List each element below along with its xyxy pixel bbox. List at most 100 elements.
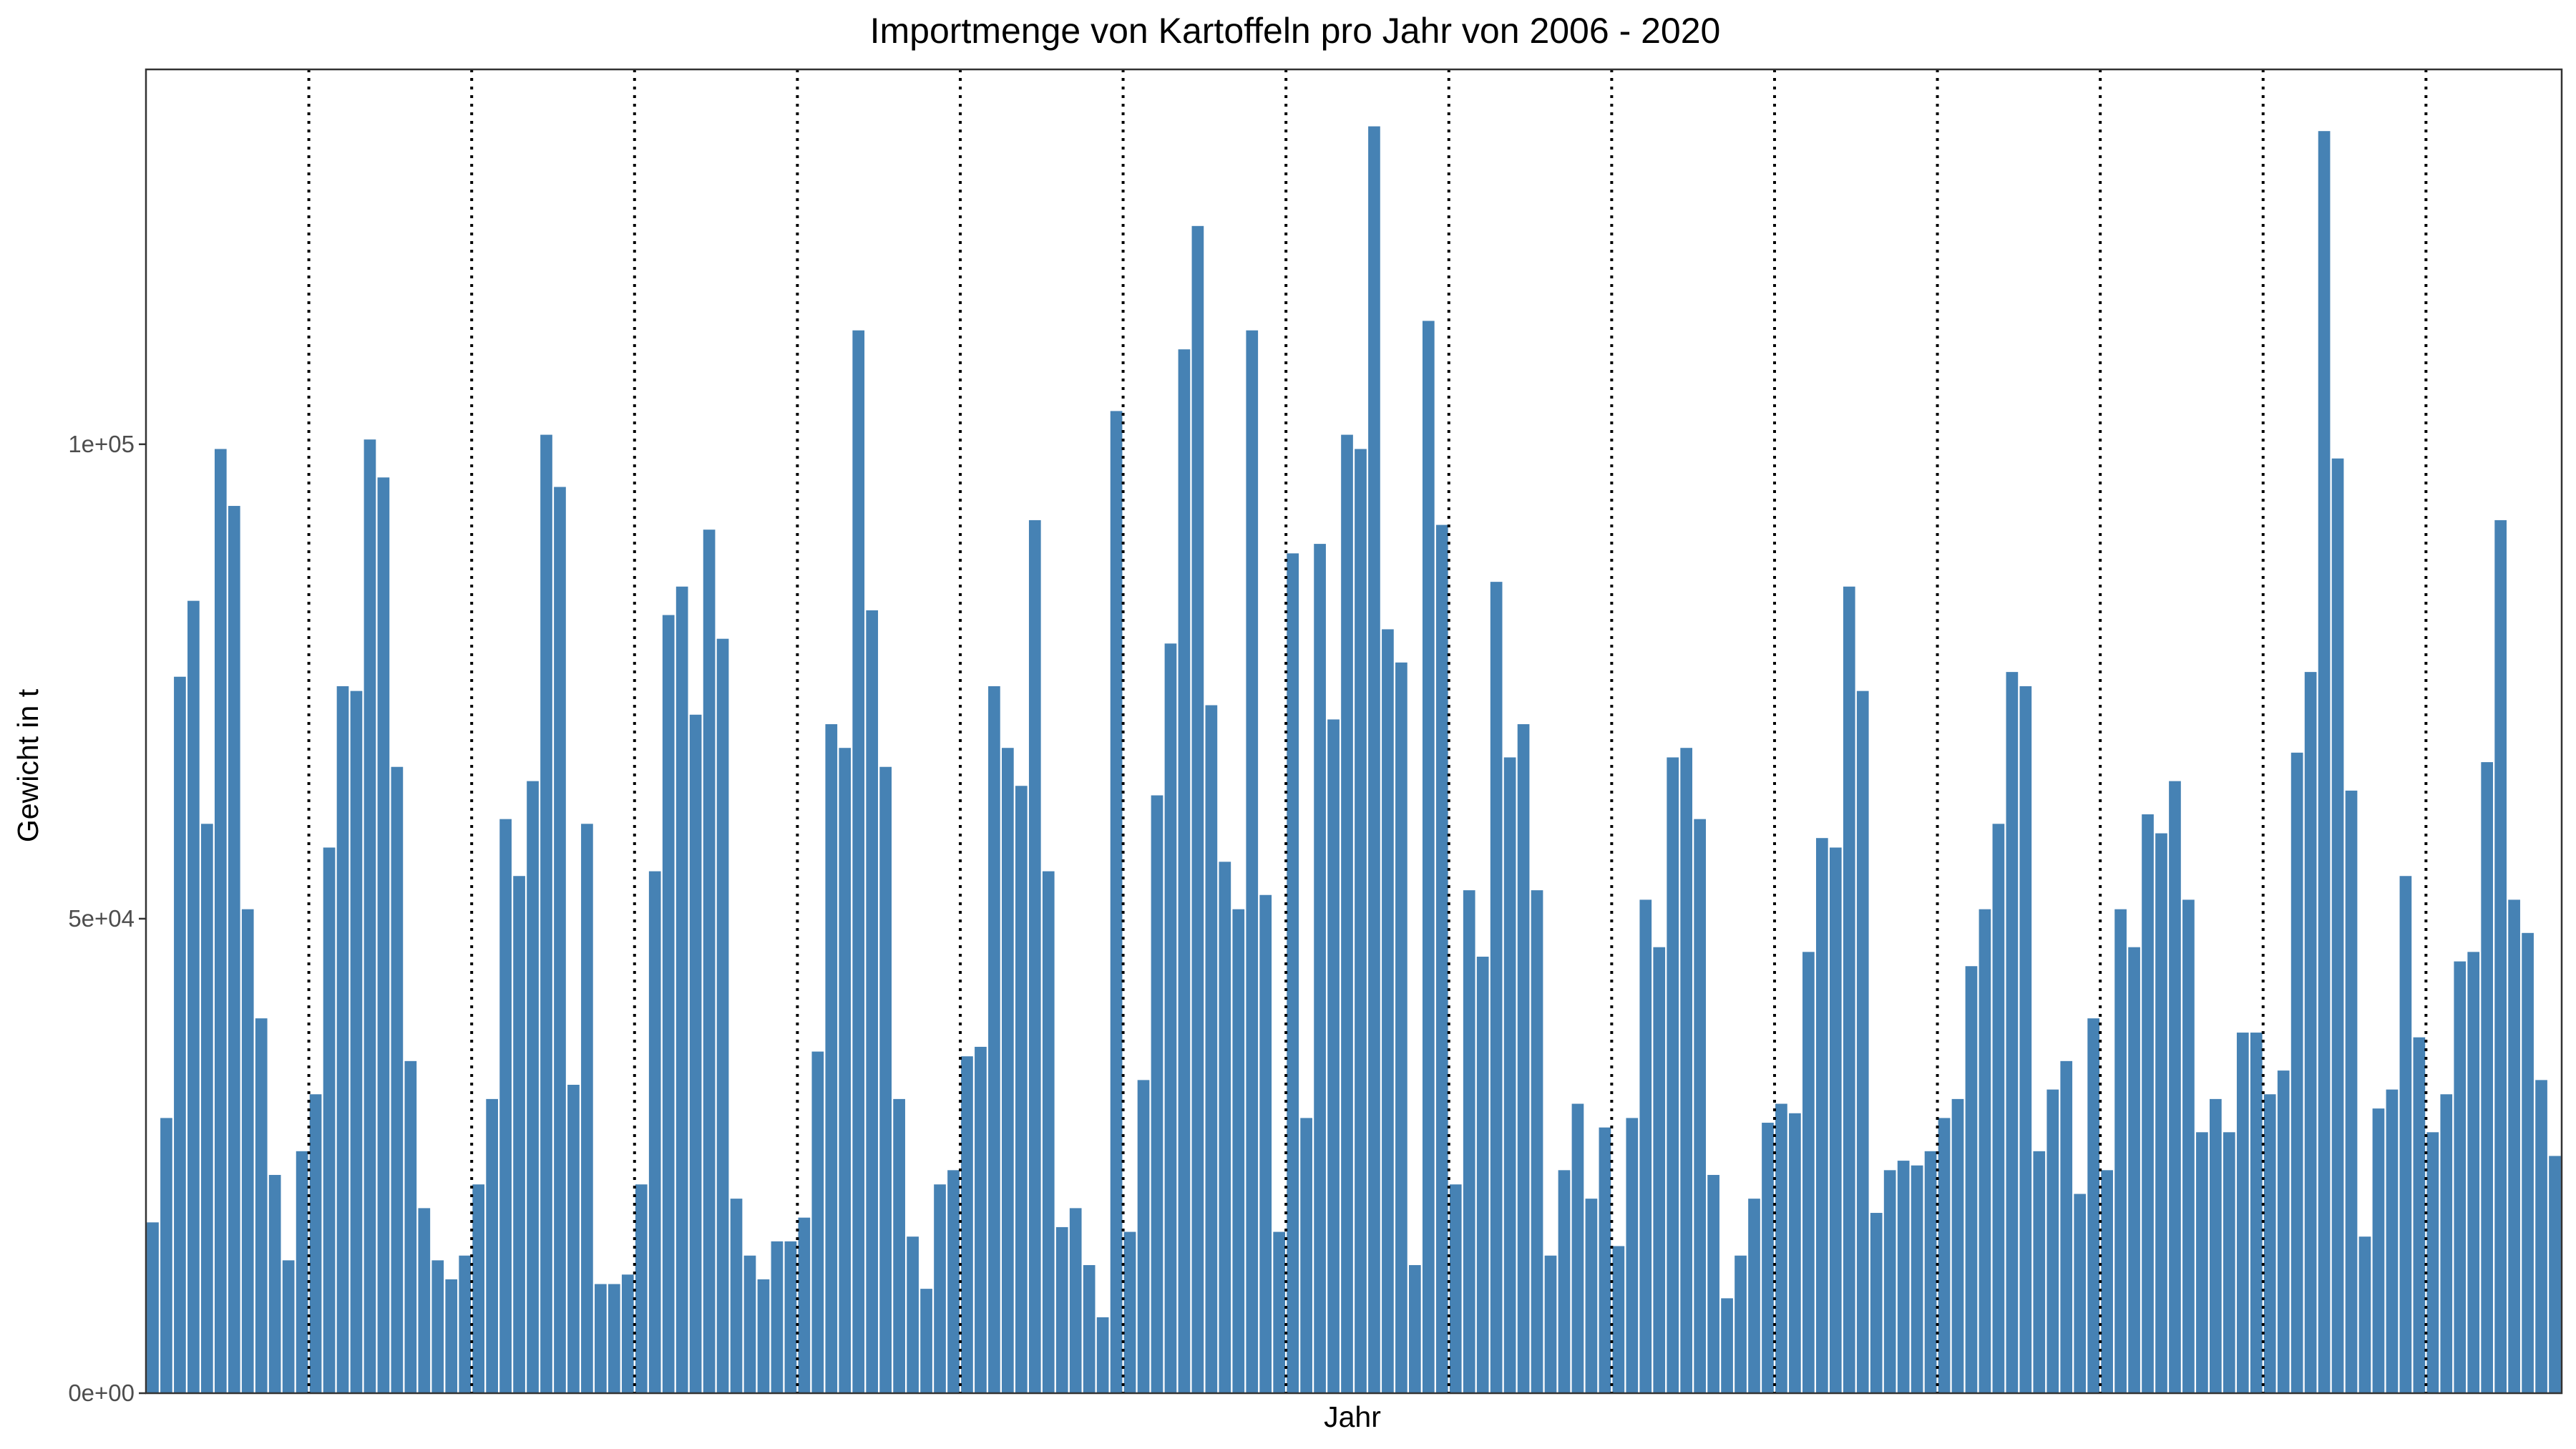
bar — [1938, 1118, 1951, 1393]
bar — [2290, 752, 2303, 1393]
bar — [1341, 434, 1353, 1393]
bar — [2114, 909, 2127, 1393]
bar — [1897, 1161, 1910, 1393]
bar — [975, 1046, 987, 1393]
bar — [187, 600, 200, 1393]
bar — [147, 1222, 159, 1393]
bar — [1463, 890, 1475, 1393]
bar — [595, 1284, 607, 1393]
bar — [404, 1060, 417, 1393]
bar — [2087, 1018, 2100, 1393]
bar — [2345, 790, 2358, 1393]
bar — [2426, 1132, 2439, 1393]
bar — [567, 1085, 580, 1393]
bar — [1137, 1080, 1150, 1393]
bar — [2250, 1033, 2263, 1393]
bar — [1815, 838, 1828, 1393]
bar — [1979, 909, 1991, 1393]
chart-title: Importmenge von Kartoffeln pro Jahr von … — [870, 11, 1721, 51]
bar — [1273, 1231, 1286, 1393]
bar — [1096, 1317, 1109, 1393]
bar — [1300, 1118, 1312, 1393]
bar — [459, 1255, 472, 1393]
bar — [2046, 1089, 2059, 1393]
bar — [2155, 833, 2167, 1393]
bar — [1762, 1123, 1774, 1393]
bar — [527, 781, 539, 1393]
bar — [2440, 1094, 2453, 1393]
bar — [309, 1094, 322, 1393]
bar — [1965, 966, 1978, 1393]
bar — [716, 638, 729, 1394]
bar — [1639, 899, 1652, 1393]
bar — [486, 1098, 498, 1393]
bar — [2223, 1132, 2235, 1393]
bar — [1626, 1118, 1639, 1393]
bar — [662, 615, 675, 1393]
bar — [1355, 449, 1367, 1393]
bar — [1544, 1255, 1557, 1393]
bar — [323, 847, 336, 1393]
bar — [1667, 757, 1679, 1393]
bar — [1191, 225, 1204, 1393]
bar — [1775, 1103, 1787, 1393]
bar — [1259, 894, 1272, 1393]
bar — [947, 1170, 960, 1393]
bar — [1449, 1184, 1462, 1393]
bar — [2101, 1170, 2113, 1393]
bar — [1435, 525, 1448, 1393]
bar — [2522, 932, 2534, 1393]
bar — [635, 1184, 648, 1393]
bar — [2386, 1089, 2399, 1393]
bar — [255, 1018, 268, 1393]
bar — [445, 1279, 458, 1393]
bar — [201, 824, 213, 1393]
bar — [648, 871, 661, 1393]
bar — [784, 1241, 797, 1393]
bar — [1951, 1098, 1964, 1393]
bar — [2182, 899, 2195, 1393]
bar — [1856, 691, 1869, 1393]
bar — [2454, 961, 2467, 1393]
bar — [391, 766, 404, 1393]
bar — [174, 676, 186, 1393]
bar — [1178, 349, 1191, 1394]
bar — [879, 766, 892, 1393]
bar — [1002, 748, 1014, 1393]
bar — [825, 724, 838, 1393]
bar — [730, 1199, 743, 1393]
bar — [2413, 1037, 2426, 1393]
bar — [2508, 899, 2520, 1393]
bar — [1694, 819, 1706, 1393]
bar — [2372, 1108, 2385, 1393]
bar — [364, 439, 376, 1394]
bar — [2467, 952, 2480, 1393]
bar — [2019, 686, 2032, 1393]
bar — [2304, 672, 2317, 1393]
plot-panel-border — [145, 68, 2563, 1395]
bar — [1314, 544, 1326, 1393]
plot-area: 0e+00 5e+04 1e+05 — [68, 68, 2563, 1406]
bar — [1924, 1151, 1937, 1393]
bar — [350, 691, 363, 1393]
bar — [1287, 553, 1299, 1393]
bar — [296, 1151, 308, 1393]
bar — [1476, 956, 1489, 1393]
bar — [2399, 876, 2412, 1393]
bar — [771, 1241, 784, 1393]
bar — [1802, 952, 1815, 1393]
bar — [1409, 1264, 1421, 1393]
bar — [1829, 847, 1842, 1393]
bar — [675, 586, 688, 1393]
bar — [2006, 672, 2019, 1393]
y-axis-title: Gewicht in t — [11, 688, 44, 842]
bar — [2331, 458, 2344, 1393]
bar — [1232, 909, 1245, 1393]
bar — [2277, 1070, 2290, 1393]
bar — [1531, 890, 1543, 1393]
bar — [581, 824, 593, 1393]
bar — [2074, 1194, 2087, 1393]
x-axis-title: Jahr — [1324, 1400, 1381, 1433]
y-axis-tick-label: 1e+05 — [68, 431, 135, 457]
